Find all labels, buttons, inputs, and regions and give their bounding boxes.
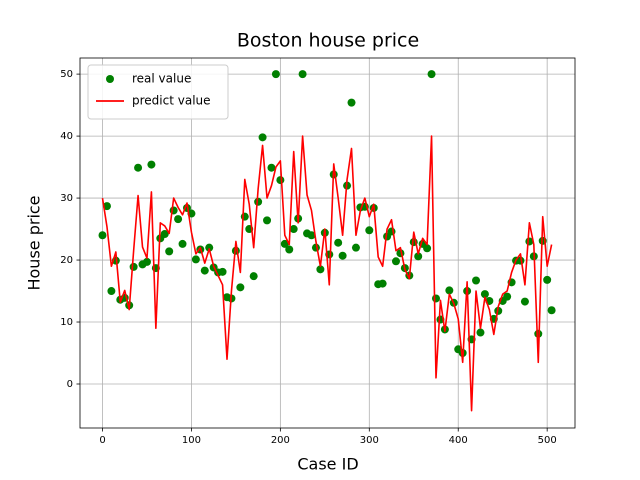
legend-label: real value xyxy=(132,72,191,86)
point xyxy=(267,163,276,172)
point xyxy=(351,243,360,252)
y-tick-label: 40 xyxy=(60,131,73,142)
point xyxy=(205,243,214,252)
point xyxy=(276,176,285,185)
x-tick-label: 100 xyxy=(182,435,201,446)
point xyxy=(285,245,294,254)
point xyxy=(249,272,258,281)
point xyxy=(476,328,485,337)
point xyxy=(534,329,543,338)
point xyxy=(472,276,481,285)
point xyxy=(445,286,454,295)
point xyxy=(365,226,374,235)
y-tick-label: 0 xyxy=(67,379,73,390)
point xyxy=(236,283,245,292)
point xyxy=(431,294,440,303)
point xyxy=(134,163,143,172)
point xyxy=(218,267,227,276)
point xyxy=(142,257,151,266)
point xyxy=(334,238,343,247)
point xyxy=(174,215,183,224)
legend-swatch xyxy=(106,75,114,83)
legend-box xyxy=(87,64,229,120)
y-tick-label: 50 xyxy=(60,69,73,80)
y-tick-label: 10 xyxy=(60,317,73,328)
point xyxy=(338,251,347,260)
y-tick-label: 30 xyxy=(60,193,73,204)
point xyxy=(200,266,209,275)
point xyxy=(263,216,272,225)
grid xyxy=(80,58,575,428)
x-axis-label: Case ID xyxy=(297,455,358,474)
point xyxy=(347,98,356,107)
point xyxy=(169,206,178,215)
x-tick-label: 400 xyxy=(449,435,468,446)
point xyxy=(289,225,298,234)
point xyxy=(165,247,174,256)
point xyxy=(298,70,307,79)
point xyxy=(378,279,387,288)
x-tick-label: 300 xyxy=(360,435,379,446)
point xyxy=(102,202,111,211)
point xyxy=(98,231,107,240)
point xyxy=(147,160,156,169)
line xyxy=(101,135,553,412)
point xyxy=(258,133,267,142)
x-tick-label: 200 xyxy=(271,435,290,446)
point xyxy=(520,297,529,306)
point xyxy=(480,290,489,299)
point xyxy=(414,252,423,261)
point xyxy=(129,262,138,271)
point xyxy=(391,257,400,266)
point xyxy=(316,265,325,274)
point xyxy=(160,230,169,239)
plot-frame xyxy=(79,57,576,429)
point xyxy=(307,231,316,240)
x-tick-label: 0 xyxy=(99,435,105,446)
point xyxy=(280,239,289,248)
point xyxy=(547,306,556,315)
legend-label: predict value xyxy=(132,94,211,108)
point xyxy=(423,244,432,253)
point xyxy=(427,70,436,79)
point xyxy=(107,287,116,296)
point xyxy=(543,275,552,284)
point xyxy=(178,239,187,248)
y-tick-label: 20 xyxy=(60,255,73,266)
y-axis-label: House price xyxy=(25,195,44,290)
chart-title: Boston house price xyxy=(237,30,419,52)
point xyxy=(271,70,280,79)
point xyxy=(503,292,512,301)
point xyxy=(240,212,249,221)
legend: real value predict value xyxy=(87,64,229,120)
point xyxy=(191,255,200,264)
x-tick-label: 500 xyxy=(538,435,557,446)
point xyxy=(254,197,263,206)
